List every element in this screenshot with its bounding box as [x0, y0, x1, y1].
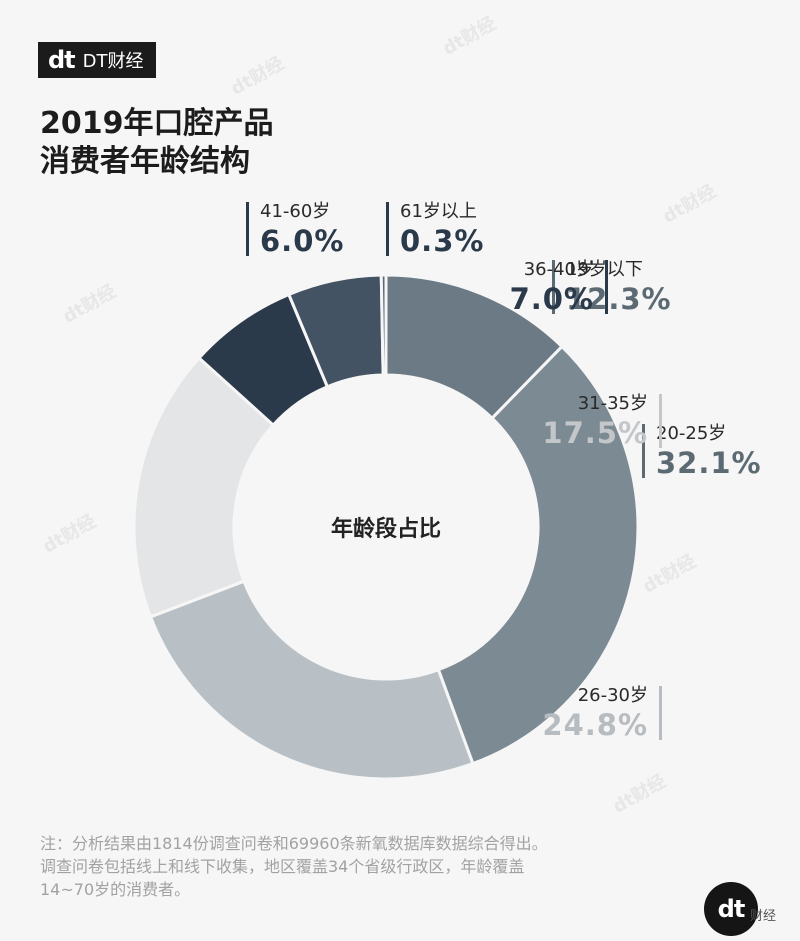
label-bar	[386, 202, 389, 256]
slice-value: 24.8%	[542, 708, 648, 742]
slice-category: 31-35岁	[577, 393, 648, 414]
footnote-line-1: 注：分析结果由1814份调查问卷和69960条新氧数据库数据综合得出。	[40, 834, 548, 853]
slice-label-7: 61岁以上 0.3%	[386, 200, 484, 258]
slice-label-4: 31-35岁 17.5%	[542, 392, 662, 450]
badge-logo: dt	[704, 882, 758, 936]
donut-slices	[132, 273, 640, 781]
brand-mark: dt	[48, 46, 76, 74]
slice-category: 26-30岁	[577, 685, 648, 706]
label-bar	[605, 260, 608, 314]
slice-value: 17.5%	[542, 416, 648, 450]
center-label: 年龄段占比	[331, 516, 441, 542]
slice-category: 20-25岁	[656, 423, 727, 444]
slice-label-5: 36-40岁 7.0%	[510, 258, 608, 316]
slice-category: 41-60岁	[260, 201, 331, 222]
slice-label-1: 19岁以下12.3%	[552, 258, 672, 316]
slice-value: 7.0%	[509, 282, 594, 316]
footnote-line-3: 14~70岁的消费者。	[40, 880, 191, 899]
slice-label-2: 20-25岁 32.1%	[642, 422, 762, 480]
slice-value: 12.3%	[566, 282, 672, 316]
title-line-1: 2019年口腔产品	[40, 106, 274, 141]
slice-label-6: 41-60岁 6.0%	[246, 200, 344, 258]
page-title: 2019年口腔产品 消费者年龄结构	[40, 105, 274, 181]
brand-name: DT财经	[82, 51, 144, 72]
slice-category: 19岁以下	[566, 258, 672, 282]
badge-text: 财经	[750, 909, 777, 924]
slice-category: 36-40岁	[523, 259, 594, 280]
slice-value: 0.3%	[400, 224, 485, 258]
label-bar	[659, 686, 662, 740]
slice-label-3: 26-30岁 24.8%	[542, 684, 662, 742]
footnote: 注：分析结果由1814份调查问卷和69960条新氧数据库数据综合得出。 调查问卷…	[40, 832, 740, 901]
slice-2	[436, 344, 640, 766]
slice-3	[148, 579, 475, 781]
label-bar	[659, 394, 662, 448]
brand-logo: dt DT财经	[38, 42, 156, 78]
footnote-line-2: 调查问卷包括线上和线下收集，地区覆盖34个省级行政区，年龄覆盖	[40, 857, 525, 876]
label-bar	[246, 202, 249, 256]
title-line-2: 消费者年龄结构	[40, 144, 250, 179]
slice-value: 32.1%	[656, 446, 762, 480]
slice-7	[379, 273, 388, 377]
slice-category: 61岁以上	[400, 201, 477, 222]
slice-value: 6.0%	[260, 224, 345, 258]
label-bar	[642, 424, 645, 478]
label-bar	[552, 260, 555, 314]
